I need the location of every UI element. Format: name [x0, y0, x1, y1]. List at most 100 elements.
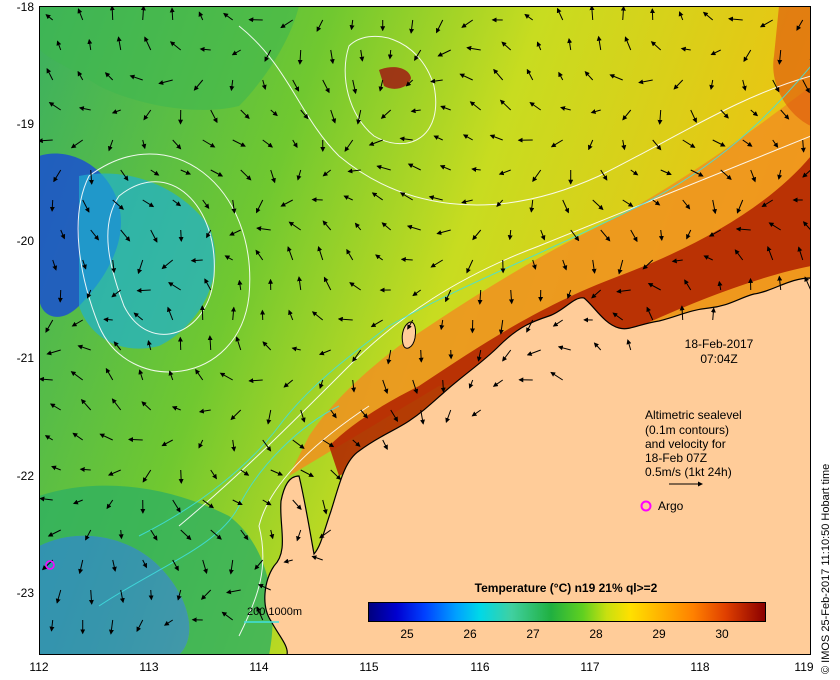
velocity-arrow [202, 499, 215, 509]
velocity-arrow [652, 199, 661, 206]
velocity-arrow [412, 289, 422, 297]
velocity-arrow [720, 109, 729, 119]
velocity-arrow [158, 79, 173, 85]
velocity-arrow [78, 559, 84, 575]
velocity-arrow [772, 79, 780, 93]
velocity-arrow [47, 529, 61, 537]
argo-float-marker [45, 560, 55, 570]
velocity-arrow [39, 138, 53, 144]
velocity-arrow [720, 169, 732, 180]
velocity-arrow [142, 559, 147, 569]
lon-label: 116 [470, 660, 490, 674]
velocity-arrow [796, 19, 804, 31]
colorbar-tick: 30 [715, 627, 729, 641]
velocity-arrow [352, 439, 361, 447]
warm-water-band [289, 86, 811, 476]
legend-line: 18-Feb 07Z [645, 451, 708, 465]
cool-water-south [39, 535, 190, 655]
velocity-arrow [406, 224, 421, 231]
velocity-arrow [562, 199, 570, 214]
velocity-arrow [128, 437, 143, 443]
velocity-arrow [72, 432, 84, 441]
velocity-arrow [287, 246, 294, 261]
velocity-arrow [400, 257, 413, 263]
velocity-arrow [240, 529, 249, 541]
velocity-arrow [323, 276, 332, 291]
velocity-arrow [318, 349, 331, 356]
velocity-arrow [496, 199, 504, 208]
velocity-arrow [230, 409, 242, 421]
land-mass [264, 277, 811, 655]
velocity-arrow [57, 289, 63, 303]
velocity-arrow [660, 169, 672, 176]
velocity-arrow [620, 6, 626, 21]
velocity-arrow [387, 49, 393, 60]
velocity-arrow [750, 109, 759, 117]
map-canvas [39, 6, 811, 655]
velocity-arrow [142, 199, 155, 208]
velocity-arrow [347, 168, 361, 174]
velocity-arrow [359, 49, 365, 62]
velocity-arrow [88, 169, 94, 185]
sst-map [39, 6, 811, 655]
velocity-arrow [802, 79, 810, 94]
lat-label: -19 [16, 117, 34, 131]
velocity-arrow [256, 199, 264, 214]
velocity-arrow [690, 169, 704, 177]
velocity-arrow [106, 499, 114, 510]
velocity-arrow [370, 319, 383, 328]
velocity-arrow [206, 229, 212, 239]
velocity-arrow [381, 222, 392, 231]
velocity-arrow [107, 139, 114, 152]
velocity-arrow [382, 439, 388, 450]
velocity-arrow [673, 79, 684, 90]
velocity-arrow [318, 379, 324, 389]
velocity-arrow [228, 559, 234, 575]
velocity-arrow [570, 229, 580, 242]
velocity-arrow [552, 319, 564, 327]
velocity-arrow [428, 195, 443, 201]
velocity-arrow [461, 19, 474, 28]
velocity-arrow [343, 195, 353, 201]
velocity-arrow [55, 589, 62, 604]
velocity-arrow [180, 529, 192, 541]
velocity-arrow [210, 109, 218, 124]
velocity-arrow [202, 559, 208, 575]
velocity-arrow [376, 164, 391, 171]
green-water-south [39, 485, 273, 655]
velocity-arrow [330, 469, 342, 480]
velocity-arrow [270, 469, 284, 476]
lon-label: 115 [359, 660, 379, 674]
velocity-arrow [142, 469, 152, 483]
velocity-arrow [412, 379, 419, 395]
velocity-arrow [498, 169, 511, 176]
velocity-arrow [349, 282, 362, 291]
lat-label: -23 [16, 586, 34, 600]
velocity-arrow [658, 229, 664, 241]
velocity-arrow [741, 79, 747, 91]
velocity-arrow [410, 108, 421, 114]
velocity-arrow [45, 14, 54, 21]
hot-spot-north [379, 67, 411, 89]
velocity-arrow [750, 169, 757, 183]
velocity-arrow [804, 276, 811, 291]
velocity-arrow [296, 169, 302, 181]
velocity-arrow [172, 499, 181, 513]
velocity-arrow [210, 529, 222, 540]
velocity-arrow [230, 306, 236, 321]
velocity-arrow [371, 192, 384, 201]
velocity-arrow [567, 38, 573, 51]
velocity-arrow [797, 246, 804, 261]
velocity-arrow [232, 139, 246, 147]
velocity-arrow [703, 255, 713, 261]
velocity-arrow [148, 589, 154, 601]
velocity-arrow [231, 439, 237, 452]
velocity-arrow [439, 165, 451, 171]
velocity-arrow [104, 72, 114, 81]
velocity-arrow [229, 79, 235, 92]
velocity-arrow [109, 6, 115, 21]
velocity-arrow [311, 311, 324, 321]
velocity-arrow [708, 229, 721, 237]
velocity-arrow [678, 11, 684, 21]
depth-legend-label: 200 1000m [247, 606, 303, 618]
